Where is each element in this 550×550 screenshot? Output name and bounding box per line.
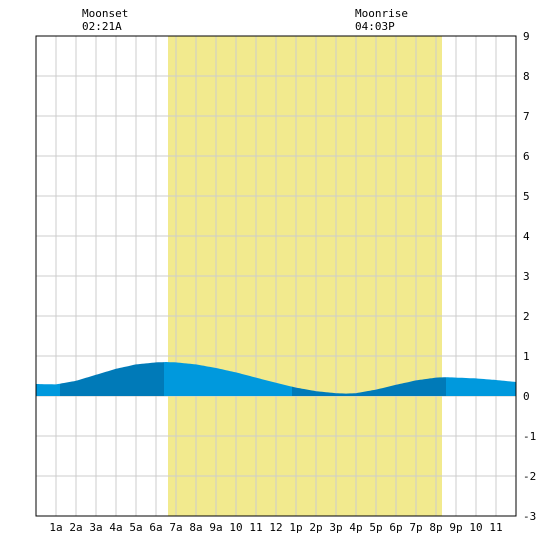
x-tick-label: 4p — [349, 521, 362, 534]
moonset-time: 02:21A — [82, 20, 122, 33]
x-tick-label: 2a — [69, 521, 82, 534]
y-tick-label: 7 — [523, 110, 530, 123]
x-tick-label: 8a — [189, 521, 202, 534]
y-tick-label: -2 — [523, 470, 536, 483]
y-tick-label: -3 — [523, 510, 536, 523]
y-tick-label: 6 — [523, 150, 530, 163]
tide-area-band — [164, 362, 292, 396]
x-tick-label: 4a — [109, 521, 122, 534]
tide-area-band — [292, 386, 380, 396]
moonrise-time: 04:03P — [355, 20, 395, 33]
tide-area-band — [36, 383, 60, 396]
tide-area-band — [446, 377, 516, 396]
x-tick-label: 9a — [209, 521, 222, 534]
x-tick-label: 12 — [269, 521, 282, 534]
moonset-label: Moonset — [82, 7, 128, 20]
moonrise-label: Moonrise — [355, 7, 408, 20]
x-tick-label: 3p — [329, 521, 342, 534]
x-tick-label: 10 — [469, 521, 482, 534]
x-tick-label: 5a — [129, 521, 142, 534]
x-tick-label: 11 — [489, 521, 502, 534]
y-tick-label: 2 — [523, 310, 530, 323]
x-tick-label: 5p — [369, 521, 382, 534]
y-tick-label: 3 — [523, 270, 530, 283]
x-tick-label: 3a — [89, 521, 102, 534]
y-tick-label: 5 — [523, 190, 530, 203]
y-tick-label: 8 — [523, 70, 530, 83]
y-tick-label: -1 — [523, 430, 536, 443]
x-tick-label: 7a — [169, 521, 182, 534]
y-tick-label: 0 — [523, 390, 530, 403]
x-tick-label: 11 — [249, 521, 262, 534]
x-tick-label: 1p — [289, 521, 302, 534]
y-tick-label: 9 — [523, 30, 530, 43]
tide-area-band — [380, 377, 446, 396]
x-tick-label: 6p — [389, 521, 402, 534]
x-tick-label: 8p — [429, 521, 442, 534]
x-tick-label: 1a — [49, 521, 62, 534]
x-tick-label: 6a — [149, 521, 162, 534]
x-tick-label: 7p — [409, 521, 422, 534]
tide-area-band — [60, 362, 164, 396]
y-tick-label: 4 — [523, 230, 530, 243]
y-tick-label: 1 — [523, 350, 530, 363]
x-tick-label: 10 — [229, 521, 242, 534]
x-tick-label: 2p — [309, 521, 322, 534]
plot-border — [35, 35, 517, 517]
x-tick-label: 9p — [449, 521, 462, 534]
